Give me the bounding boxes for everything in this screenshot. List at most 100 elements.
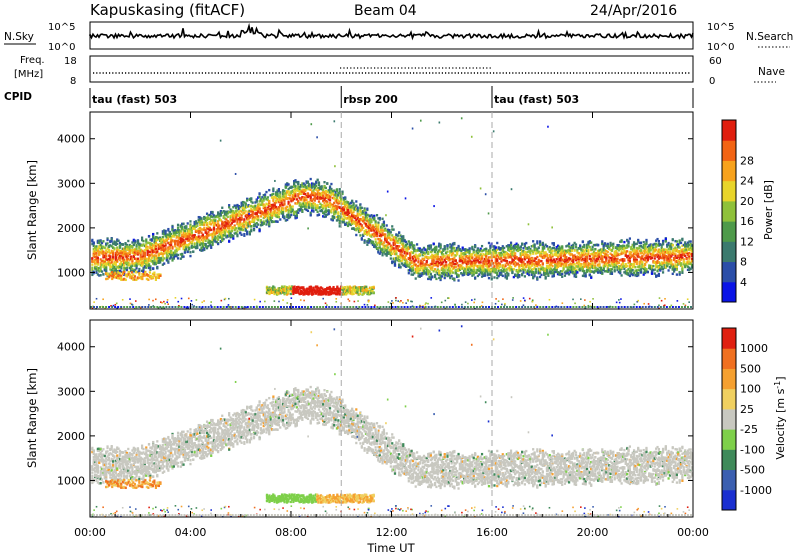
power-cell	[178, 234, 181, 237]
power-cell	[254, 212, 257, 216]
power-cell	[98, 253, 101, 257]
power-cell	[179, 229, 182, 233]
power-cell	[251, 219, 254, 223]
power-cell	[158, 257, 162, 260]
power-cell	[281, 189, 285, 192]
power-cell	[284, 197, 287, 200]
power-cell	[117, 239, 120, 242]
power-cell	[310, 184, 314, 187]
power-cell	[114, 243, 117, 246]
power-cell	[326, 182, 329, 185]
power-cell	[244, 203, 247, 206]
power-cell	[322, 215, 325, 218]
power-cell	[252, 228, 256, 232]
power-cell	[131, 248, 134, 252]
power-cell	[236, 234, 239, 238]
power-cell	[183, 234, 187, 237]
power-cell	[496, 259, 499, 262]
power-cell	[168, 250, 171, 254]
power-cell	[107, 250, 111, 254]
power-cell	[337, 199, 340, 202]
power-cell	[258, 200, 261, 203]
power-cell	[111, 258, 115, 261]
power-cell	[182, 245, 185, 249]
power-cell	[131, 241, 134, 244]
power-cell	[538, 243, 542, 247]
power-cell	[333, 213, 336, 216]
power-cell	[310, 182, 314, 185]
power-cell	[199, 216, 202, 219]
power-cell	[277, 208, 281, 212]
power-cell	[124, 255, 127, 258]
power-cell	[540, 273, 543, 277]
power-cell	[121, 257, 124, 260]
power-cell	[102, 259, 105, 262]
power-cell	[259, 211, 263, 215]
power-cell	[421, 261, 424, 264]
power-cell	[239, 218, 242, 221]
power-cell	[234, 227, 238, 230]
power-cell	[91, 238, 94, 242]
power-cell	[171, 259, 174, 262]
power-cell	[266, 203, 269, 206]
power-cell	[94, 266, 97, 269]
power-cell	[171, 257, 174, 260]
power-cell	[344, 223, 347, 226]
power-cell	[237, 207, 240, 211]
beam-title: Beam 04	[354, 3, 417, 19]
power-cell	[270, 216, 274, 220]
power-cell	[240, 233, 243, 236]
power-cell	[199, 241, 202, 244]
power-cell	[243, 220, 246, 223]
power-cell	[114, 269, 117, 273]
power-cell	[208, 227, 211, 230]
power-cell	[208, 222, 211, 226]
power-cell	[291, 205, 294, 208]
power-cell	[175, 254, 178, 258]
power-cell	[124, 261, 127, 265]
power-cell	[219, 232, 222, 235]
power-cell	[322, 211, 325, 215]
power-cell	[272, 220, 275, 223]
power-cell	[270, 220, 274, 223]
power-cell	[154, 254, 158, 257]
power-cell	[366, 243, 369, 246]
power-cell	[288, 192, 292, 195]
power-cell	[116, 259, 119, 262]
power-cell	[103, 262, 106, 266]
power-cell	[391, 234, 394, 237]
power-cell	[414, 259, 417, 262]
power-cell	[131, 258, 134, 261]
power-cell	[125, 247, 129, 251]
power-cell	[95, 255, 98, 259]
power-cell	[240, 214, 243, 217]
power-cell	[98, 245, 101, 248]
power-cell	[538, 275, 542, 279]
power-cell	[272, 192, 275, 196]
power-cell	[207, 225, 210, 228]
power-cell	[134, 253, 137, 256]
power-cell	[187, 229, 191, 232]
power-cell	[268, 218, 271, 221]
power-cell	[427, 252, 430, 256]
power-cell	[251, 211, 254, 214]
power-cell	[194, 225, 198, 228]
power-cell	[100, 241, 104, 245]
power-cell	[232, 237, 235, 240]
power-cell	[270, 203, 274, 207]
power-cell	[201, 244, 205, 248]
power-cell	[302, 189, 305, 192]
power-cell	[294, 187, 297, 191]
power-cell	[497, 269, 500, 273]
power-cell	[331, 217, 334, 220]
power-cell	[181, 227, 184, 231]
power-cell	[164, 239, 167, 243]
power-cell	[370, 218, 373, 222]
power-cell	[299, 190, 303, 193]
power-cell	[294, 194, 297, 198]
power-cell	[175, 234, 178, 238]
power-cell	[194, 246, 198, 250]
power-cell	[157, 244, 160, 247]
power-cell	[192, 225, 195, 228]
power-cell	[91, 259, 94, 263]
